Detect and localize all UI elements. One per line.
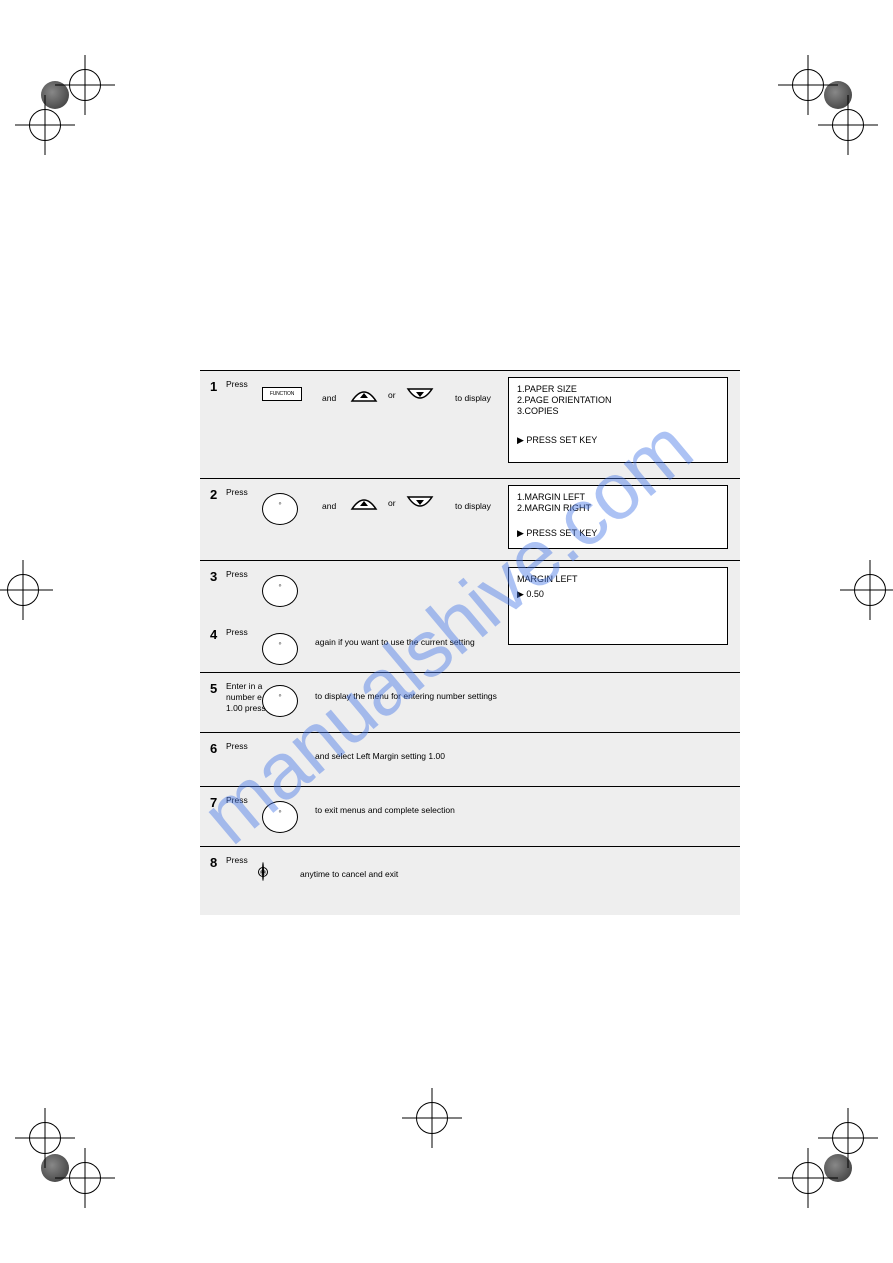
step-row-6: 6 Press and select Left Margin setting 1… — [200, 733, 740, 787]
step-row-3: 3 Press ◦ MARGIN LEFT ▶ 0.50 — [200, 561, 740, 619]
function-button-icon: FUNCTION — [262, 385, 302, 403]
step-number: 3 — [210, 569, 217, 584]
stop-button-icon: ◉ — [262, 863, 264, 881]
step-label: Press — [226, 487, 248, 497]
step-row-1: 1 Press FUNCTION and or to display 1.PAP… — [200, 371, 740, 479]
set-button-icon: ◦ — [262, 801, 298, 838]
step-row-7: 7 Press ◦ to exit menus and complete sel… — [200, 787, 740, 847]
crop-mark-top-left — [45, 85, 135, 175]
crop-mark-mid-right — [800, 570, 890, 660]
set-button-icon: ◦ — [262, 633, 298, 670]
display-line: 3.COPIES — [517, 406, 719, 417]
display-box: 1.MARGIN LEFT 2.MARGIN RIGHT ▶ PRESS SET… — [508, 485, 728, 549]
step-mid-text: and — [322, 393, 336, 403]
up-down-arrows: or — [350, 387, 434, 403]
display-prompt: ▶ PRESS SET KEY — [517, 528, 719, 539]
crop-mark-bottom-left — [45, 1088, 135, 1178]
set-button-icon: ◦ — [262, 493, 298, 530]
step-number: 5 — [210, 681, 217, 696]
step-row-8: 8 Press ◉ anytime to cancel and exit — [200, 847, 740, 915]
step-number: 4 — [210, 627, 217, 642]
step-row-5: 5 Enter in a number e.g. 1.00 press ◦ to… — [200, 673, 740, 733]
crop-mark-mid-left — [3, 570, 93, 660]
crop-mark-bottom-center — [402, 1088, 492, 1178]
display-prompt: ▶ PRESS SET KEY — [517, 435, 719, 446]
step-number: 6 — [210, 741, 217, 756]
set-button-icon: ◦ — [262, 685, 298, 722]
step-label: Press — [226, 379, 248, 389]
display-line: 1.PAPER SIZE — [517, 384, 719, 395]
step-number: 1 — [210, 379, 217, 394]
step-right-text: again if you want to use the current set… — [315, 637, 485, 647]
step-mid-text: and — [322, 501, 336, 511]
step-right-text: to display — [455, 393, 491, 403]
step-label: Press — [226, 627, 248, 637]
step-number: 8 — [210, 855, 217, 870]
step-right-text: to exit menus and complete selection — [315, 805, 695, 815]
display-line: 2.PAGE ORIENTATION — [517, 395, 719, 406]
crop-mark-top-right — [758, 85, 848, 175]
step-right-text: anytime to cancel and exit — [300, 869, 680, 879]
step-row-2: 2 Press ◦ and or to display 1.MARGIN LEF… — [200, 479, 740, 561]
step-number: 2 — [210, 487, 217, 502]
step-right-text: to display — [455, 501, 491, 511]
display-prompt: ▶ 0.50 — [517, 589, 719, 600]
step-number: 7 — [210, 795, 217, 810]
step-label: Press — [226, 741, 248, 751]
display-line: 2.MARGIN RIGHT — [517, 503, 719, 514]
crop-mark-bottom-right — [758, 1088, 848, 1178]
set-button-icon: ◦ — [262, 575, 298, 612]
instruction-panel: 1 Press FUNCTION and or to display 1.PAP… — [200, 370, 740, 915]
step-right-text: and select Left Margin setting 1.00 — [315, 751, 695, 761]
step-label: Press — [226, 855, 248, 865]
step-label: Press — [226, 569, 248, 579]
display-box: 1.PAPER SIZE 2.PAGE ORIENTATION 3.COPIES… — [508, 377, 728, 463]
up-down-arrows: or — [350, 495, 434, 511]
step-label: Press — [226, 795, 248, 805]
display-line: MARGIN LEFT — [517, 574, 719, 585]
step-row-4: 4 Press ◦ again if you want to use the c… — [200, 619, 740, 673]
display-line: 1.MARGIN LEFT — [517, 492, 719, 503]
step-right-text: to display the menu for entering number … — [315, 691, 695, 701]
